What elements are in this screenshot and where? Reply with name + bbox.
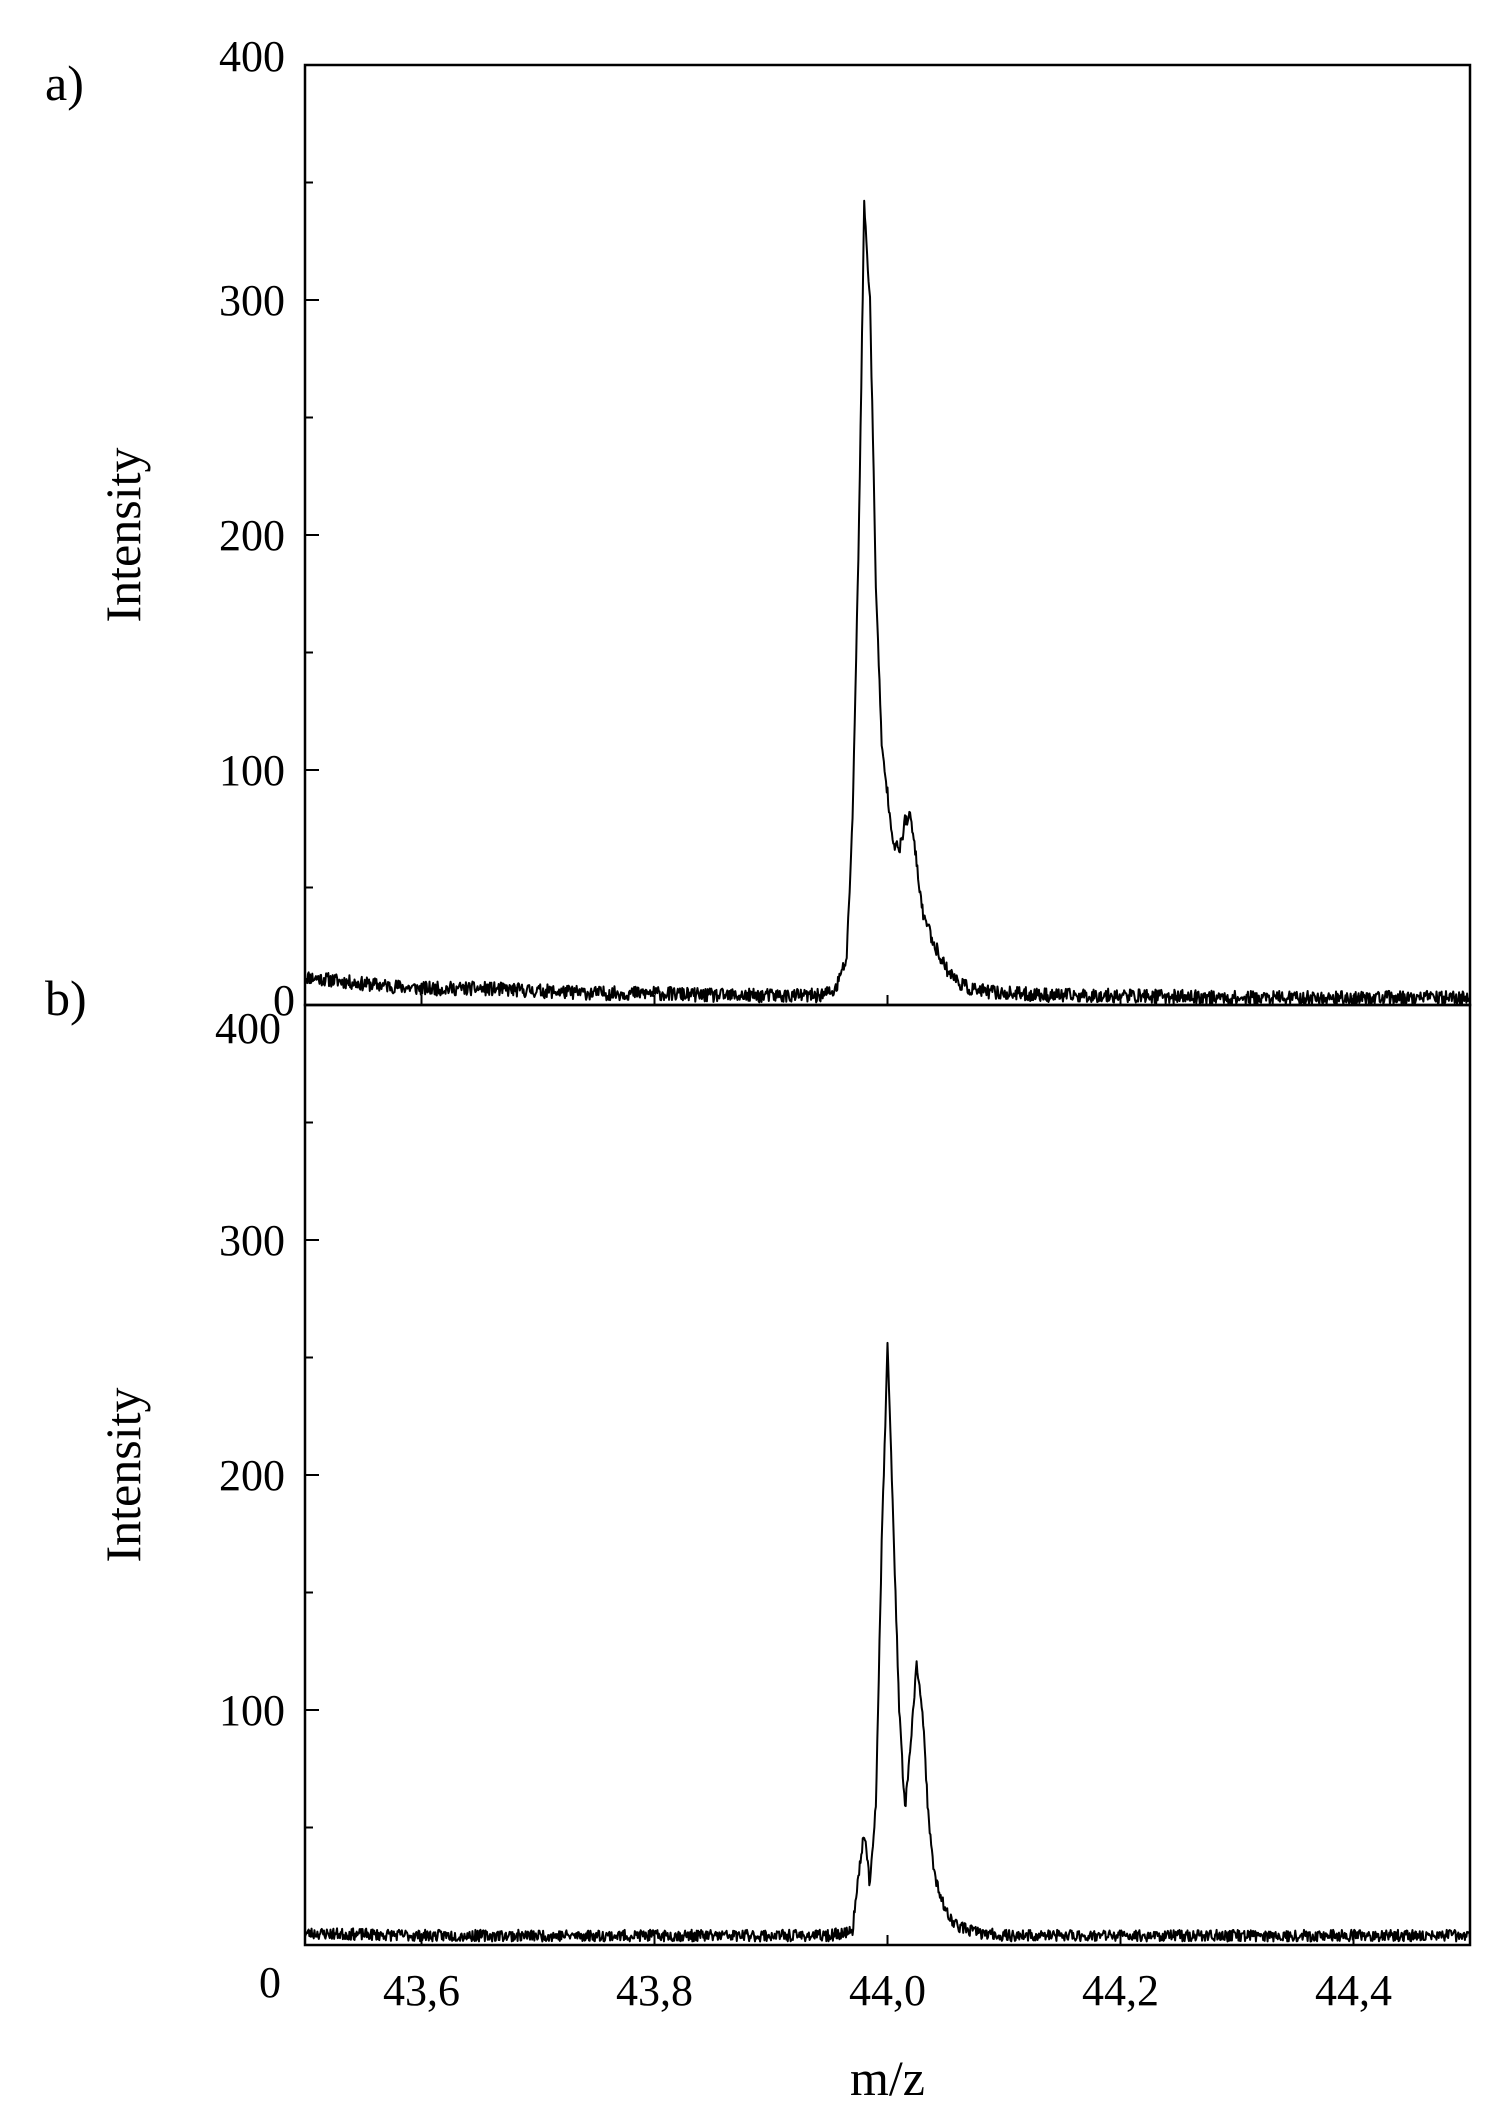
x-tick-label: 43,6 [383, 1966, 460, 2015]
plot-frame [303, 1003, 1472, 1947]
panel-label: b) [45, 970, 87, 1026]
x-tick-label: 44,4 [1315, 1966, 1392, 2015]
y-tick-label: 200 [219, 511, 285, 560]
y-tick-label: 300 [219, 276, 285, 325]
x-tick-label: 43,8 [616, 1966, 693, 2015]
x-axis-label: m/z [850, 2050, 925, 2106]
y-tick-label: 100 [219, 746, 285, 795]
spectrum-line [304, 1341, 1471, 1943]
panel-b: 0 100 200 300 400 43,6 43,8 44,0 44,2 44,4 Intensi… [45, 970, 1472, 2015]
y-tick-label: 400 [219, 32, 285, 81]
x-tick-label: 44,2 [1082, 1966, 1159, 2015]
y-axis-label: Intensity [95, 448, 151, 623]
panel-label: a) [45, 55, 84, 111]
plot-frame [303, 63, 1472, 1007]
panel-a: 0 100 200 300 400 Intensity a) [45, 32, 1472, 1025]
spectrum-line [304, 199, 1471, 1005]
y-tick-label: 0 [273, 976, 295, 1025]
y-tick-label: 0 [259, 1958, 281, 2007]
y-tick-label: 100 [219, 1686, 285, 1735]
panels: 0 100 200 300 400 Intensity a) 0 100 200 300 400 43,… [45, 32, 1472, 2015]
y-axis-label: Intensity [95, 1388, 151, 1563]
y-tick-label: 400 [215, 1004, 281, 1053]
y-tick-label: 300 [219, 1216, 285, 1265]
y-tick-label: 200 [219, 1451, 285, 1500]
x-tick-label: 44,0 [849, 1966, 926, 2015]
